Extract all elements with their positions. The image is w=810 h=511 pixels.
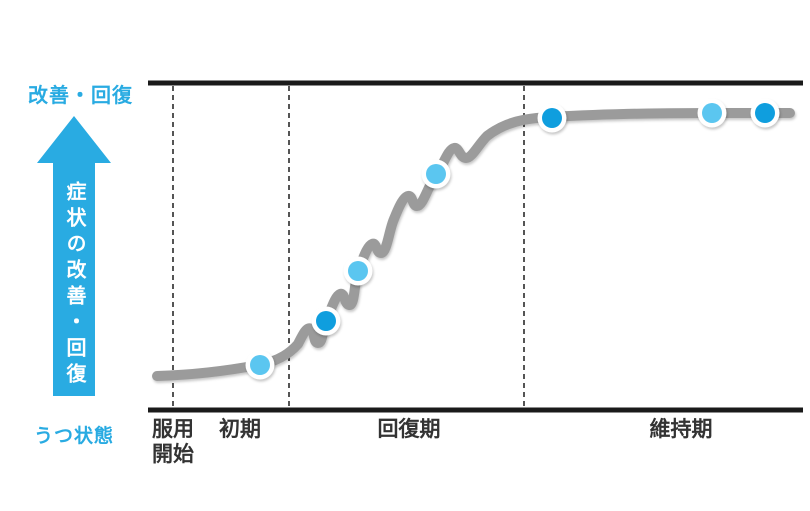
stage-label-maintenance-period: 維持期: [649, 418, 713, 441]
y-axis-bottom-label: うつ状態: [34, 426, 115, 447]
data-point: [702, 103, 722, 123]
recovery-curve: [152, 108, 795, 381]
symptom-improvement-arrow: [37, 116, 111, 396]
y-axis-top-label: 改善・回復: [28, 85, 133, 107]
data-point: [755, 103, 775, 123]
stage-label-medication-start: 服用開始: [152, 418, 194, 466]
arrow-vertical-label: 症状の改善・回復: [63, 181, 85, 389]
stage-label-initial-period: 初期: [219, 418, 261, 441]
data-point: [250, 355, 270, 375]
data-point: [426, 164, 446, 184]
data-point: [316, 311, 336, 331]
data-point: [348, 261, 368, 281]
stage-label-recovery-period: 回復期: [377, 418, 441, 441]
data-point: [542, 108, 562, 128]
